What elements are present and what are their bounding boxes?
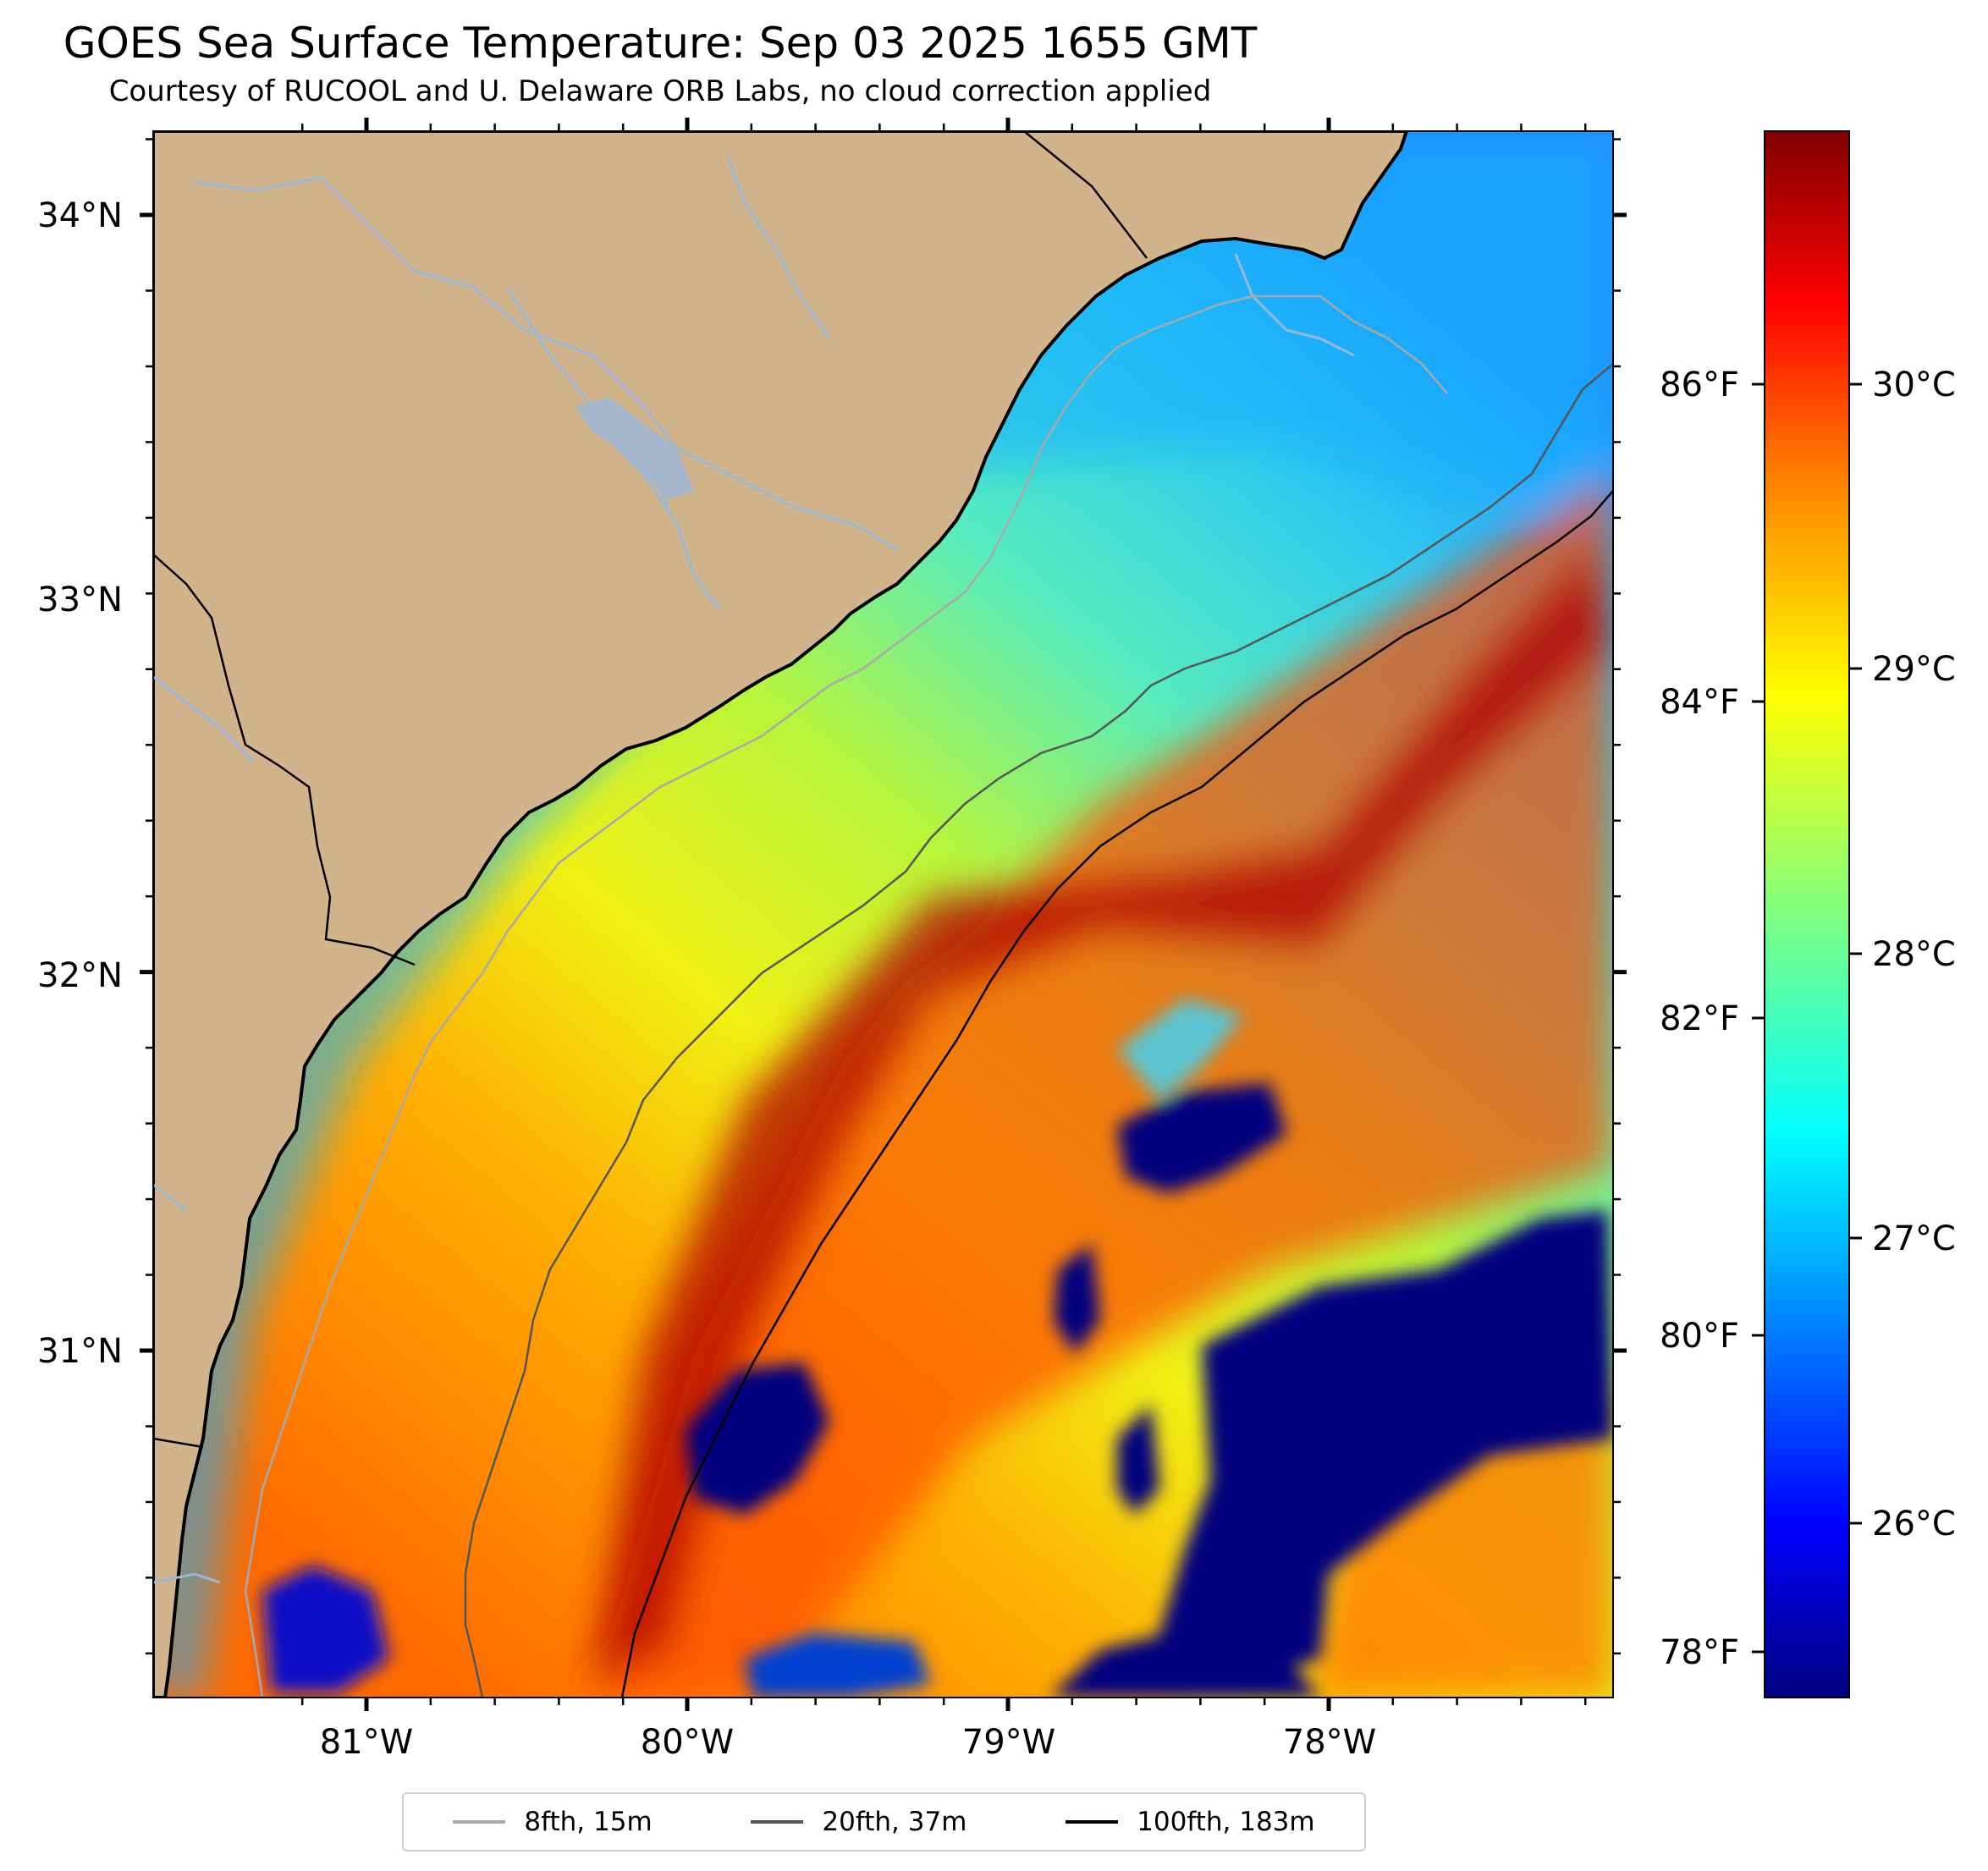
legend-swatch (751, 1820, 804, 1824)
isobath-8fth (244, 294, 1448, 1698)
legend-swatch (453, 1820, 506, 1824)
colorbar (1764, 130, 1850, 1698)
lat-label: 32°N (37, 956, 123, 995)
colorbar-fahrenheit-labels: 86°F 84°F 82°F 80°F 78°F (1660, 366, 1739, 1672)
isobath-legend: 8fth, 15m 20fth, 37m 100fth, 183m (402, 1792, 1366, 1852)
lake-marion (575, 398, 694, 499)
map-subtitle: Courtesy of RUCOOL and U. Delaware ORB L… (108, 74, 1212, 108)
legend-label: 8fth, 15m (524, 1807, 653, 1837)
lon-label: 80°W (641, 1723, 734, 1762)
lat-label: 34°N (37, 196, 123, 235)
lon-label: 79°W (962, 1723, 1055, 1762)
tick-marks (140, 118, 1627, 1711)
fahrenheit-label: 82°F (1660, 999, 1739, 1038)
legend-label: 20fth, 37m (822, 1807, 967, 1837)
land-mass (153, 131, 1409, 1698)
celsius-label: 30°C (1872, 366, 1956, 404)
gulf-stream-warm-band (592, 474, 1613, 1698)
cloud-area (1049, 1625, 1320, 1698)
cloud-area (262, 1566, 389, 1692)
legend-item-20fth: 20fth, 37m (751, 1807, 966, 1837)
celsius-label: 26°C (1872, 1505, 1956, 1544)
cloud-area (686, 1362, 829, 1515)
legend-item-8fth: 8fth, 15m (453, 1807, 653, 1837)
isobath-20fth (464, 363, 1613, 1698)
colorbar-celsius-labels: 30°C 29°C 28°C 27°C 26°C (1872, 366, 1956, 1544)
gulf-stream-core (592, 550, 1613, 1684)
lon-label: 78°W (1283, 1723, 1376, 1762)
fahrenheit-label: 80°F (1660, 1317, 1739, 1356)
lon-label: 81°W (320, 1723, 413, 1762)
cool-eddy (1117, 999, 1244, 1100)
legend-label: 100fth, 183m (1137, 1807, 1315, 1837)
longitude-labels: 81°W 80°W 79°W 78°W (320, 1723, 1376, 1762)
cloud-area (1054, 1244, 1100, 1354)
celsius-label: 27°C (1872, 1219, 1956, 1258)
cloud-area (1159, 1210, 1613, 1684)
colorbar-ticks (1752, 382, 1862, 1654)
legend-swatch (1066, 1820, 1119, 1824)
legend-item-100fth: 100fth, 183m (1066, 1807, 1315, 1837)
lat-label: 31°N (37, 1332, 123, 1371)
map-area (153, 131, 1613, 1698)
map-title: GOES Sea Surface Temperature: Sep 03 202… (63, 19, 1258, 68)
lat-label: 33°N (37, 581, 123, 619)
fahrenheit-label: 78°F (1660, 1633, 1739, 1672)
cloud-masked-areas (262, 999, 1613, 1698)
cloud-area (1117, 1083, 1286, 1193)
state-borders (153, 131, 1148, 1449)
latitude-labels: 34°N 33°N 32°N 31°N (37, 196, 123, 1371)
celsius-label: 28°C (1872, 935, 1956, 974)
cloud-area (745, 1633, 931, 1698)
map-frame (152, 130, 1614, 1698)
cloud-area (1117, 1405, 1159, 1515)
celsius-label: 29°C (1872, 650, 1956, 689)
isobath-100fth (620, 490, 1613, 1698)
fahrenheit-label: 84°F (1660, 683, 1739, 722)
fahrenheit-label: 86°F (1660, 366, 1739, 404)
